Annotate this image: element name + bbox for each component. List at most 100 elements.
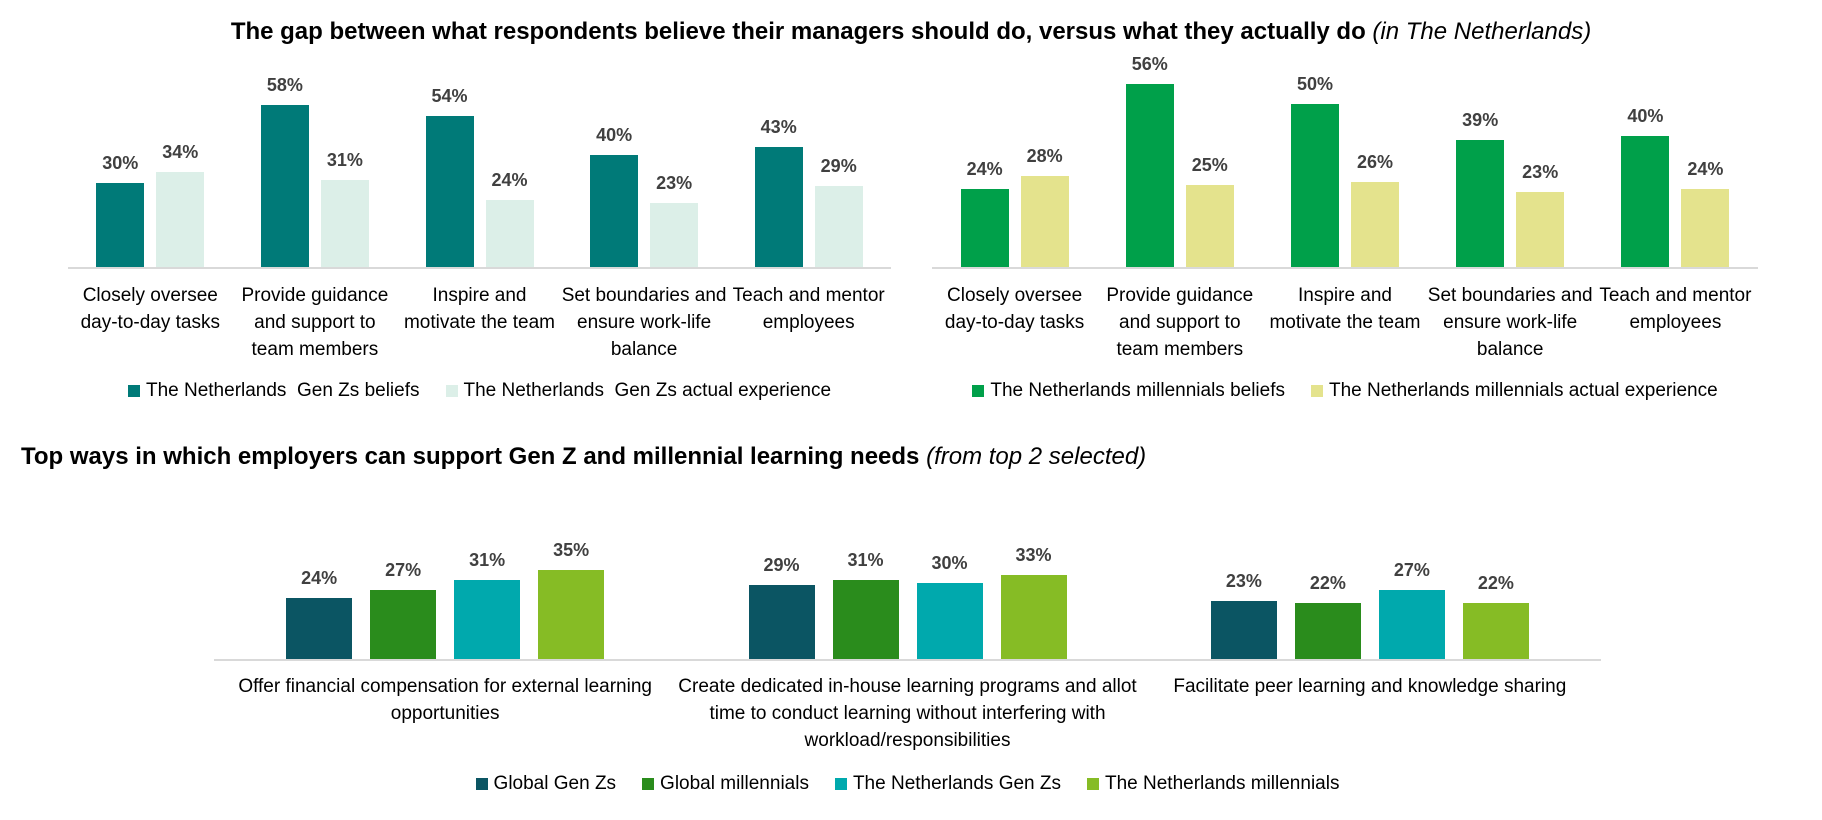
legend-label: The Netherlands millennials beliefs	[990, 380, 1285, 401]
baseline	[214, 659, 1601, 661]
legend-item: The Netherlands millennials	[1087, 773, 1339, 795]
value-label: 24%	[301, 567, 338, 588]
title-text: The gap between what respondents believe…	[230, 18, 1366, 45]
legend-swatch	[475, 778, 488, 790]
legend-swatch	[445, 385, 458, 397]
category-label: Create dedicated in-house learning progr…	[678, 676, 1137, 751]
value-label: 23%	[656, 172, 693, 193]
bar	[156, 172, 205, 267]
value-label: 27%	[385, 560, 422, 581]
category-label: Inspire and motivate the team	[403, 285, 556, 333]
category-label: Closely oversee day-to-day tasks	[944, 285, 1085, 333]
bar	[748, 585, 815, 659]
value-label: 31%	[326, 150, 363, 171]
bar	[320, 180, 369, 267]
bar	[1351, 182, 1399, 267]
bar	[485, 199, 534, 267]
bar	[754, 146, 803, 267]
legend-item: Global Gen Zs	[475, 773, 616, 795]
bar	[260, 105, 309, 267]
category-label: Provide guidance and support to team mem…	[1106, 285, 1254, 360]
value-label: 24%	[1687, 158, 1724, 179]
bar	[1294, 603, 1361, 659]
category-label: Teach and mentor employees	[732, 285, 885, 333]
value-label: 58%	[266, 75, 303, 95]
legend-item: The Netherlands Gen Zs beliefs	[127, 380, 420, 402]
value-label: 23%	[1225, 570, 1262, 591]
legend-item: The Netherlands Gen Zs	[834, 773, 1061, 795]
bar	[1621, 136, 1670, 267]
baseline	[932, 267, 1758, 269]
bar	[1456, 139, 1505, 267]
category-label: Facilitate peer learning and knowledge s…	[1173, 676, 1567, 697]
value-label: 29%	[763, 555, 800, 576]
bar	[916, 582, 983, 659]
category-label: Closely oversee day-to-day tasks	[80, 285, 220, 333]
category-label: Set boundaries and ensure work-life bala…	[1427, 285, 1593, 360]
legend-swatch	[127, 385, 140, 397]
bar	[1000, 575, 1067, 659]
bar	[425, 116, 474, 267]
legend: The Netherlands millennials beliefs The N…	[932, 380, 1758, 402]
legend-item: The Netherlands millennials actual exper…	[1311, 380, 1718, 402]
bar	[370, 590, 437, 659]
legend: Global Gen Zs Global millennials The Nethe…	[214, 773, 1601, 795]
bar	[1210, 600, 1277, 659]
legend-item: Global millennials	[642, 773, 809, 795]
bar	[814, 186, 863, 267]
legend-label: The Netherlands Gen Zs beliefs	[145, 380, 420, 401]
legend-swatch	[972, 385, 985, 397]
title-text: Top ways in which employers can support …	[21, 443, 920, 470]
bar	[1378, 590, 1445, 659]
category-label: Offer financial compensation for externa…	[238, 676, 652, 724]
bar	[1185, 185, 1234, 267]
bar	[1462, 603, 1529, 659]
value-label: 29%	[820, 156, 857, 176]
legend-swatch	[1087, 778, 1099, 790]
legend-label: The Netherlands Gen Zs actual experience	[463, 380, 832, 401]
category-label: Inspire and motivate the team	[1269, 285, 1421, 333]
value-label: 39%	[1462, 109, 1499, 130]
value-label: 43%	[760, 116, 797, 137]
value-label: 26%	[1356, 152, 1394, 173]
legend-item: The Netherlands Gen Zs actual experience	[445, 380, 832, 402]
legend-swatch	[1311, 385, 1323, 397]
bar	[1125, 84, 1174, 267]
value-label: 23%	[1522, 161, 1559, 182]
value-label: 54%	[431, 86, 468, 107]
value-label: 50%	[1296, 73, 1334, 94]
value-label: 31%	[469, 550, 506, 571]
bar	[538, 570, 605, 659]
category-label: Teach and mentor employees	[1599, 285, 1752, 333]
title-note: (from top 2 selected)	[926, 443, 1147, 470]
bar	[1681, 188, 1730, 267]
legend-label: The Netherlands millennials	[1105, 773, 1340, 794]
value-label: 56%	[1131, 54, 1168, 74]
category-label: Provide guidance and support to team mem…	[241, 285, 389, 360]
value-label: 30%	[102, 153, 139, 174]
legend-label: The Netherlands millennials actual exper…	[1329, 380, 1718, 401]
bar	[1020, 175, 1069, 267]
bar	[96, 183, 145, 267]
value-label: 24%	[491, 169, 528, 190]
chart-title: Top ways in which employers can support …	[21, 443, 1146, 471]
bar	[286, 597, 353, 659]
category-label: Set boundaries and ensure work-life bala…	[561, 285, 727, 360]
bar	[454, 580, 521, 659]
value-label: 27%	[1393, 560, 1430, 581]
chart-title: The gap between what respondents believe…	[0, 18, 1822, 46]
value-label: 25%	[1191, 155, 1228, 176]
value-label: 22%	[1309, 573, 1346, 594]
legend: The Netherlands Gen Zs beliefs The Nether…	[68, 380, 891, 402]
value-label: 31%	[847, 550, 884, 571]
bar	[832, 580, 899, 659]
bar	[1291, 103, 1339, 267]
legend-label: Global millennials	[660, 773, 809, 794]
value-label: 35%	[553, 540, 590, 560]
legend-swatch	[642, 778, 655, 790]
bar	[650, 202, 699, 267]
value-label: 40%	[596, 125, 633, 146]
value-label: 34%	[162, 142, 199, 163]
value-label: 24%	[966, 158, 1003, 179]
